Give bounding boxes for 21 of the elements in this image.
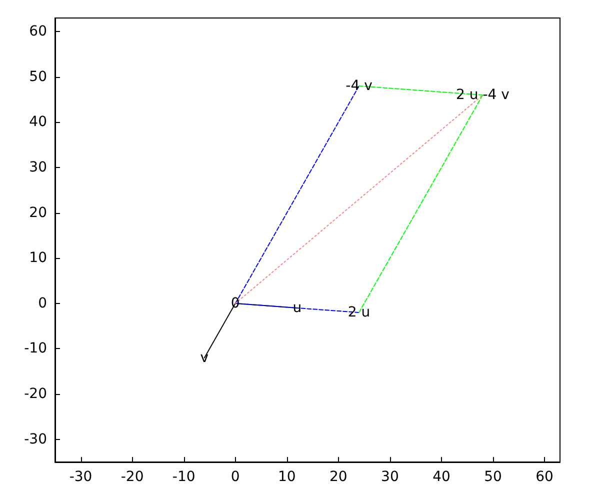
x-tick-label: -20 [120, 469, 144, 485]
x-tick-label: -10 [172, 469, 196, 485]
y-tick-label: 40 [29, 114, 47, 130]
y-tick-label: 50 [29, 68, 47, 85]
y-tick-label: 0 [38, 295, 47, 312]
x-tick-label: 0 [230, 469, 240, 485]
x-tick-label: 20 [330, 469, 348, 485]
y-tick-label: -20 [24, 386, 47, 402]
y-tick-label: 60 [29, 24, 47, 40]
x-tick-label: 10 [278, 469, 296, 485]
y-tick-label: -30 [24, 431, 47, 448]
x-tick-label: 50 [484, 469, 502, 485]
y-tick-label: -10 [24, 340, 47, 357]
y-tick-label: 10 [29, 250, 47, 266]
x-tick-label: 60 [536, 469, 554, 485]
x-tick-label: -30 [69, 469, 92, 485]
x-tick-label: 30 [381, 469, 399, 485]
x-tick-label: 40 [432, 469, 450, 485]
y-tick-label: 30 [29, 160, 47, 176]
annotation: v [200, 350, 209, 366]
y-tick-label: 20 [29, 204, 47, 221]
